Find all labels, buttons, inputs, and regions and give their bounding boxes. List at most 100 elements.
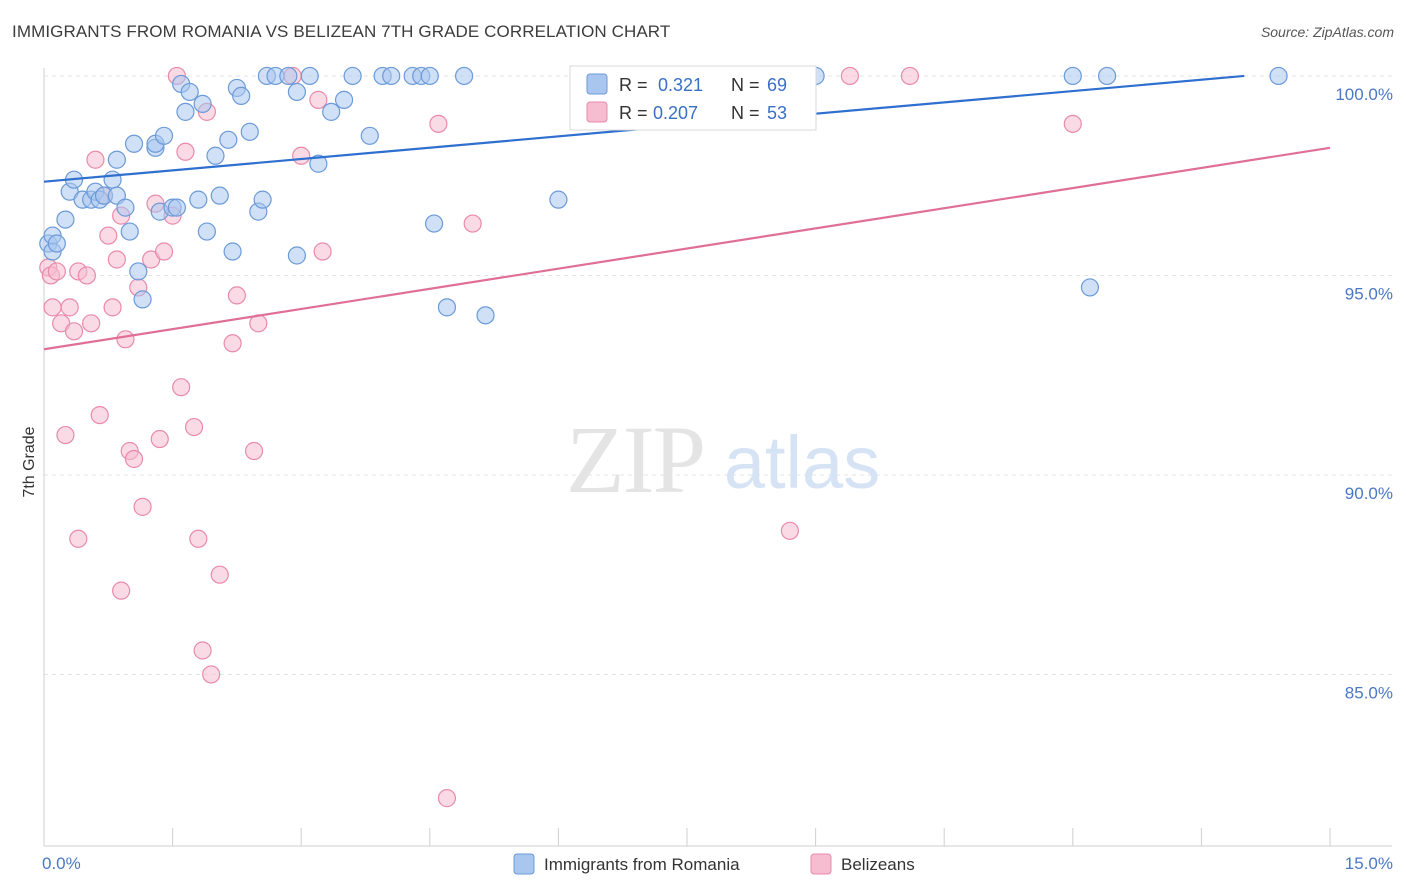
point-belizeans <box>150 429 169 449</box>
point-romania <box>1063 66 1082 86</box>
watermark-atlas: atlas <box>724 421 880 504</box>
point-belizeans <box>124 449 144 469</box>
point-romania <box>103 170 122 189</box>
point-romania <box>223 242 242 261</box>
point-romania <box>219 130 238 149</box>
source-credit: Source: ZipAtlas.com <box>1260 24 1394 40</box>
series-legend-swatch-romania <box>513 853 535 875</box>
point-romania <box>454 66 474 86</box>
point-belizeans <box>172 378 191 397</box>
point-romania <box>1269 66 1288 86</box>
point-belizeans <box>56 425 75 445</box>
point-romania <box>197 222 216 241</box>
point-belizeans <box>210 565 229 584</box>
point-belizeans <box>1063 114 1082 133</box>
legend-r-label-romania: R = <box>619 75 648 95</box>
point-belizeans <box>154 242 174 261</box>
point-belizeans <box>193 641 212 660</box>
legend-n-label-romania: N = <box>731 75 760 95</box>
point-belizeans <box>184 417 204 437</box>
point-romania <box>133 290 152 309</box>
point-romania <box>167 198 186 217</box>
point-romania <box>309 154 328 173</box>
stats-legend-box <box>569 65 817 131</box>
point-belizeans <box>82 314 101 333</box>
point-belizeans <box>202 665 221 684</box>
point-romania <box>180 82 199 102</box>
point-belizeans <box>309 90 328 109</box>
point-belizeans <box>840 66 859 86</box>
point-romania <box>549 190 568 209</box>
point-romania <box>232 86 251 106</box>
y-tick-label: 90.0% <box>1345 484 1393 503</box>
point-romania <box>322 102 341 121</box>
y-axis-label: 7th Grade <box>21 426 38 497</box>
point-belizeans <box>116 330 135 349</box>
point-belizeans <box>900 66 920 86</box>
x-tick-label-max: 15.0% <box>1345 854 1393 873</box>
point-belizeans <box>429 114 448 133</box>
point-belizeans <box>60 298 79 317</box>
point-belizeans <box>77 266 96 285</box>
watermark: ZIP atlas <box>566 406 880 513</box>
point-romania <box>382 66 401 86</box>
point-belizeans <box>103 298 122 317</box>
point-romania <box>279 66 298 86</box>
chart-title: IMMIGRANTS FROM ROMANIA VS BELIZEAN 7TH … <box>12 22 671 41</box>
point-belizeans <box>112 581 131 600</box>
stats-legend: R = 0.321 N = 69 R = 0.207 N = 53 <box>569 65 817 131</box>
point-romania <box>120 222 139 241</box>
point-belizeans <box>437 789 457 808</box>
point-romania <box>210 186 229 205</box>
series-legend: Immigrants from Romania Belizeans <box>513 853 915 875</box>
legend-swatch-belizeans <box>586 101 608 123</box>
point-romania <box>476 306 495 325</box>
y-tick-label: 95.0% <box>1345 284 1393 303</box>
point-belizeans <box>244 441 264 461</box>
legend-r-label-belizeans: R = <box>619 103 648 123</box>
y-tick-label: 85.0% <box>1345 683 1393 702</box>
point-belizeans <box>69 529 88 548</box>
point-belizeans <box>292 146 311 165</box>
point-romania <box>176 102 195 121</box>
point-belizeans <box>223 334 242 353</box>
legend-r-value-belizeans: 0.207 <box>653 103 698 123</box>
point-romania <box>129 262 148 281</box>
point-romania <box>1080 278 1100 297</box>
point-romania <box>437 298 457 317</box>
point-romania <box>287 246 307 265</box>
point-romania <box>154 126 174 145</box>
point-romania <box>206 146 225 165</box>
legend-swatch-romania <box>586 73 608 95</box>
y-tick-label: 100.0% <box>1335 85 1393 104</box>
series-legend-swatch-belizeans <box>810 853 832 875</box>
point-romania <box>116 198 135 217</box>
point-belizeans <box>133 497 152 516</box>
point-romania <box>47 234 66 253</box>
point-belizeans <box>107 250 126 269</box>
axes: 85.0% 90.0% 95.0% 100.0% 0.0% 15.0% <box>42 68 1393 873</box>
point-belizeans <box>86 150 105 169</box>
point-romania <box>360 126 379 145</box>
watermark-zip: ZIP <box>566 406 704 513</box>
point-romania <box>240 122 259 141</box>
point-belizeans <box>176 142 195 161</box>
data-points <box>39 66 1288 808</box>
point-belizeans <box>99 226 118 245</box>
x-tick-label-min: 0.0% <box>42 854 81 873</box>
point-belizeans <box>463 214 482 233</box>
point-romania <box>1097 66 1117 86</box>
legend-n-value-romania: 69 <box>767 75 787 95</box>
point-belizeans <box>47 262 66 281</box>
point-romania <box>300 66 319 86</box>
point-romania <box>189 190 208 209</box>
gridlines <box>44 75 1392 675</box>
point-romania <box>343 66 362 86</box>
point-belizeans <box>780 521 799 540</box>
point-romania <box>420 66 439 86</box>
trend-line-belizeans <box>43 146 1331 351</box>
point-romania <box>334 90 354 109</box>
series-legend-label-romania: Immigrants from Romania <box>544 855 740 874</box>
point-romania <box>253 190 272 209</box>
